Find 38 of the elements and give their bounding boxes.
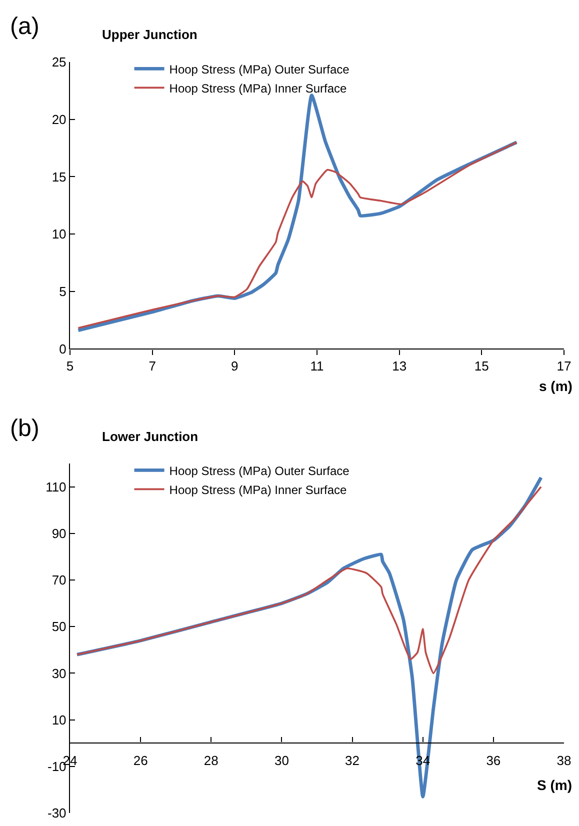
x-tick-label: 17 bbox=[556, 358, 572, 374]
y-tick-label: 30 bbox=[52, 666, 66, 681]
legend-label: Hoop Stress (MPa) Inner Surface bbox=[169, 81, 348, 96]
legend-label: Hoop Stress (MPa) Inner Surface bbox=[169, 482, 348, 497]
y-tick-label: 0 bbox=[59, 341, 66, 356]
x-tick-label: 36 bbox=[486, 753, 501, 768]
y-tick-label: 5 bbox=[59, 284, 66, 299]
x-tick-label: 26 bbox=[133, 753, 148, 768]
y-tick-label: 10 bbox=[52, 226, 66, 242]
y-tick-label: -30 bbox=[48, 806, 66, 821]
x-tick-label: 28 bbox=[204, 753, 218, 768]
x-tick-label: 34 bbox=[416, 753, 430, 768]
x-tick-label: 13 bbox=[392, 358, 407, 374]
x-tick-label: 38 bbox=[556, 753, 572, 768]
y-tick-label: 50 bbox=[52, 619, 66, 634]
x-axis-title: S (m) bbox=[537, 777, 572, 793]
line-series bbox=[77, 141, 518, 329]
y-tick-label: 70 bbox=[52, 572, 66, 588]
x-axis-title: s (m) bbox=[539, 378, 572, 394]
x-tick-label: 15 bbox=[474, 358, 489, 374]
legend-label: Hoop Stress (MPa) Outer Surface bbox=[169, 464, 350, 478]
legend-label: Hoop Stress (MPa) Outer Surface bbox=[169, 62, 350, 76]
y-tick-label: 110 bbox=[46, 479, 66, 494]
y-tick-label: 10 bbox=[52, 712, 66, 728]
x-tick-label: 30 bbox=[274, 753, 289, 768]
y-tick-label: 15 bbox=[52, 169, 66, 184]
y-tick-label: 20 bbox=[52, 112, 66, 127]
x-tick-label: 7 bbox=[148, 358, 156, 374]
chart-title: Lower Junction bbox=[102, 429, 198, 444]
text: (a) bbox=[10, 13, 40, 40]
y-tick-label: 25 bbox=[52, 54, 66, 70]
y-tick-label: 90 bbox=[52, 526, 66, 541]
text: (b) bbox=[10, 415, 40, 442]
line-series bbox=[76, 486, 542, 674]
x-tick-label: 32 bbox=[345, 753, 360, 768]
chart-title: Upper Junction bbox=[102, 27, 198, 42]
x-tick-label: 9 bbox=[231, 358, 238, 374]
x-tick-label: 11 bbox=[310, 358, 324, 374]
